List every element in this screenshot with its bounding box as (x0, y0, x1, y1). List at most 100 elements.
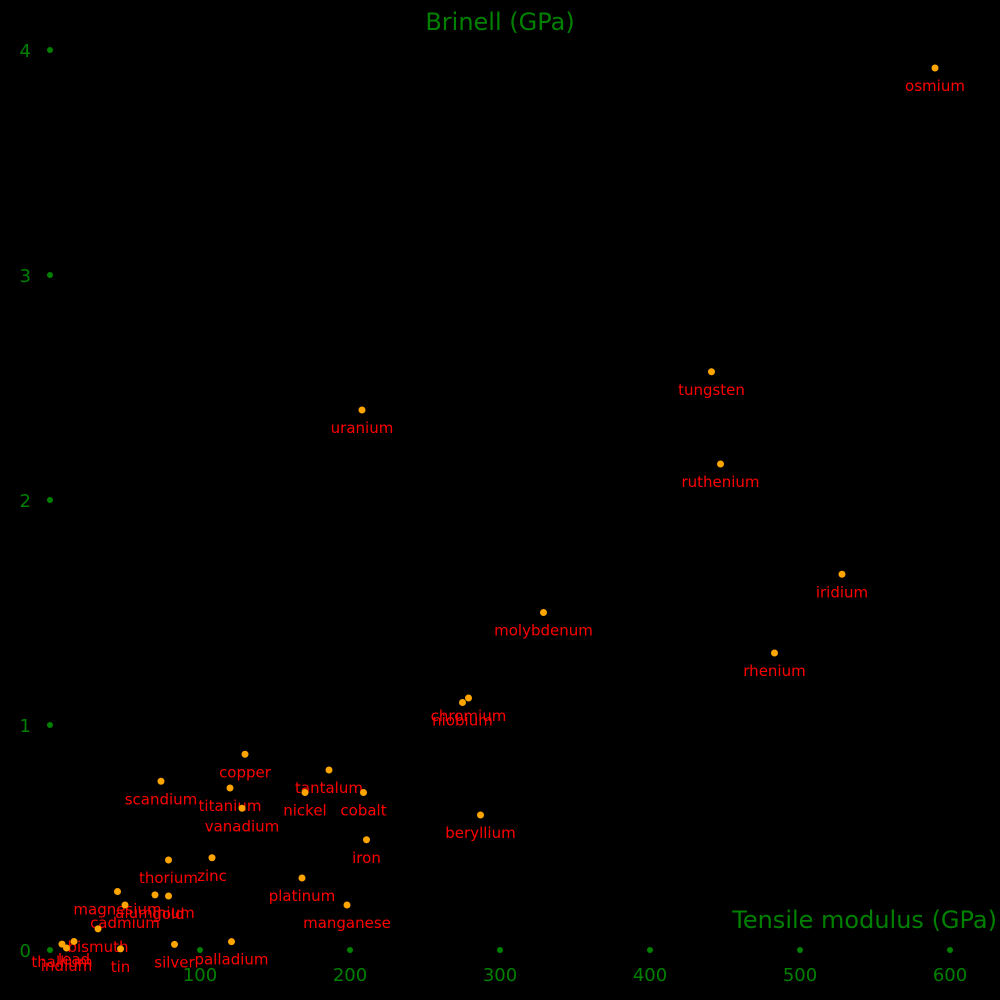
point-label: thorium (139, 869, 198, 887)
data-point-osmium: osmium (905, 64, 965, 95)
data-point-aluminium: aluminium (115, 891, 195, 922)
point-label: bismuth (67, 938, 128, 956)
x-tick-label: 300 (483, 965, 517, 986)
point-label: indium (41, 957, 92, 975)
point-label: tungsten (678, 381, 745, 399)
point-label: molybdenum (494, 622, 593, 640)
point-marker (465, 694, 472, 702)
data-point-copper: copper (219, 750, 272, 781)
point-marker (94, 925, 102, 933)
point-label: silver (154, 953, 195, 971)
point-label: tin (111, 958, 131, 976)
data-points: osmium tungsten uranium ruthenium iridium mol… (31, 64, 965, 976)
point-label: iron (352, 849, 381, 867)
point-marker (771, 649, 778, 657)
point-marker (241, 750, 249, 758)
point-label: thallium (31, 953, 92, 971)
data-point-zinc: zinc (197, 854, 227, 885)
y-tick-marker (47, 497, 53, 503)
data-point-tin: tin (111, 945, 131, 976)
point-marker (708, 368, 715, 376)
point-label: vanadium (205, 817, 280, 835)
point-marker (343, 901, 351, 909)
point-label: scandium (125, 790, 198, 808)
y-axis-ticks: 0 1 2 3 4 (20, 41, 53, 962)
x-tick-marker (197, 947, 203, 953)
data-point-bismuth: bismuth (67, 925, 129, 956)
data-point-molybdenum: molybdenum (494, 609, 593, 640)
point-label: copper (219, 763, 272, 781)
point-marker (459, 699, 466, 706)
x-tick-label: 200 (333, 965, 367, 986)
y-tick-marker (47, 47, 53, 53)
data-point-silver: silver (154, 940, 196, 971)
data-point-thorium: thorium (139, 856, 198, 887)
point-label: chromium (431, 707, 507, 725)
point-marker (238, 804, 246, 812)
point-marker (298, 874, 306, 882)
data-point-cobalt: cobalt (340, 789, 387, 820)
data-point-gold: gold (152, 892, 185, 923)
point-marker (226, 784, 234, 792)
data-point-magnesium: magnesium (73, 888, 162, 919)
point-label: cadmium (90, 914, 160, 932)
point-marker (117, 945, 124, 953)
data-point-uranium: uranium (331, 406, 394, 437)
x-tick-marker (347, 947, 353, 953)
point-label: beryllium (445, 824, 515, 842)
point-label: zinc (197, 867, 227, 885)
y-axis-title: Brinell (GPa) (425, 8, 574, 36)
data-point-iron: iron (352, 836, 381, 867)
point-label: niobium (432, 712, 493, 730)
point-label: nickel (283, 802, 326, 820)
data-point-titanium: titanium (199, 784, 262, 815)
data-point-iridium: iridium (816, 570, 868, 601)
point-marker (325, 766, 333, 774)
point-marker (717, 460, 724, 468)
point-label: uranium (331, 419, 394, 437)
point-marker (70, 937, 78, 945)
data-point-cadmium: cadmium (90, 901, 160, 932)
point-marker (63, 944, 70, 952)
point-marker (360, 789, 367, 796)
data-point-tantalum: tantalum (295, 766, 363, 797)
point-marker (301, 789, 309, 796)
point-label: magnesium (73, 901, 161, 919)
point-label: osmium (905, 77, 965, 95)
point-marker (838, 570, 846, 578)
point-label: rhenium (743, 662, 805, 680)
data-point-manganese: manganese (303, 901, 391, 932)
data-point-palladium: palladium (194, 938, 269, 969)
y-tick-label: 0 (20, 941, 31, 962)
point-marker (165, 892, 172, 900)
data-point-indium: indium (41, 944, 92, 975)
y-tick-label: 2 (20, 491, 31, 512)
point-marker (540, 609, 547, 616)
point-label: titanium (199, 797, 262, 815)
point-label: cobalt (340, 802, 386, 820)
point-label: platinum (269, 887, 336, 905)
x-tick-label: 400 (633, 965, 667, 986)
point-marker (931, 64, 939, 72)
point-label: palladium (194, 951, 268, 969)
data-point-niobium: niobium (432, 699, 493, 730)
point-marker (171, 940, 178, 948)
y-tick-marker (47, 722, 53, 728)
y-tick-marker (47, 272, 53, 278)
point-marker (151, 891, 159, 899)
point-marker (157, 777, 165, 785)
point-label: tantalum (295, 779, 363, 797)
point-label: ruthenium (681, 473, 759, 491)
point-marker (165, 856, 172, 864)
y-tick-marker (47, 947, 53, 953)
x-tick-label: 500 (783, 965, 817, 986)
point-label: gold (152, 905, 184, 923)
x-axis-ticks: 100 200 300 400 500 600 (183, 947, 967, 986)
data-point-nickel: nickel (283, 789, 327, 820)
data-point-chromium: chromium (431, 694, 507, 725)
data-point-platinum: platinum (269, 874, 336, 905)
x-tick-marker (647, 947, 653, 953)
y-tick-label: 3 (20, 266, 31, 287)
data-point-ruthenium: ruthenium (681, 460, 760, 491)
